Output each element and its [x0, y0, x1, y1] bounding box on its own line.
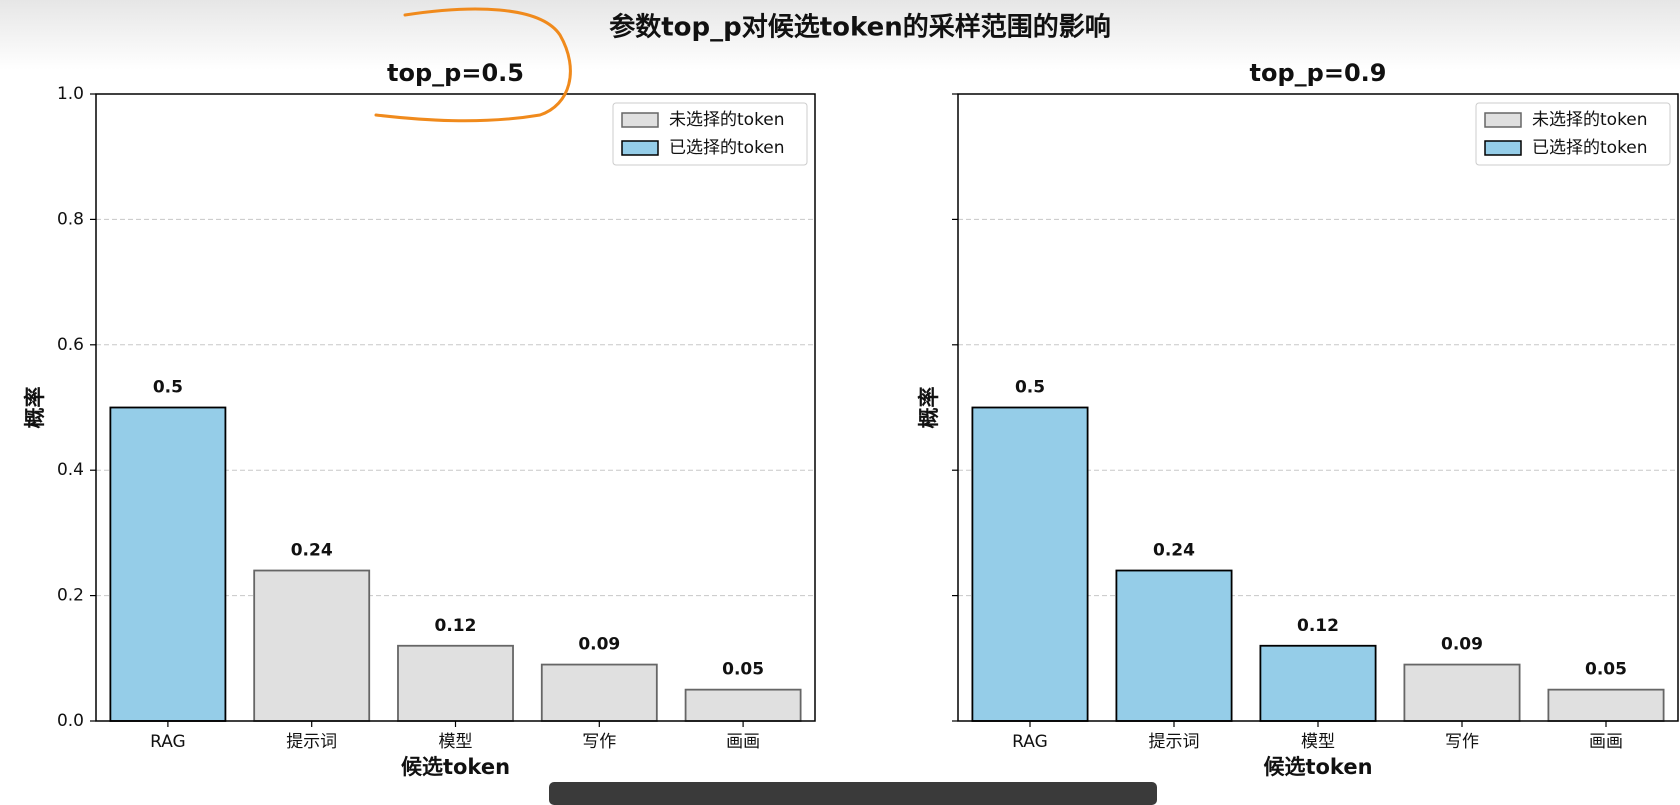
- legend-box: [612, 102, 808, 166]
- x-tick-label: 模型: [439, 732, 473, 752]
- value-label: 0.05: [722, 660, 764, 680]
- legend-label: 未选择的token: [669, 110, 785, 130]
- subplot-title: top_p=0.5: [387, 59, 524, 87]
- bar: [1403, 663, 1521, 722]
- x-tick-label: 写作: [1445, 732, 1479, 752]
- bar: [1547, 688, 1665, 722]
- y-axis-label: 概率: [23, 387, 47, 429]
- value-label: 0.12: [1297, 616, 1339, 636]
- legend-label: 已选择的token: [669, 138, 785, 158]
- subplot-title: top_p=0.9: [1250, 59, 1387, 87]
- y-tick-label: 1.0: [57, 84, 84, 104]
- y-axis-label: 概率: [917, 387, 941, 429]
- legend-swatch: [1484, 140, 1522, 156]
- x-tick-label: 画画: [1589, 732, 1623, 752]
- legend-label: 未选择的token: [1532, 110, 1648, 130]
- legend-swatch: [621, 140, 659, 156]
- bar: [1115, 569, 1233, 722]
- bar: [397, 644, 514, 722]
- x-axis-label: 候选token: [1263, 755, 1372, 779]
- value-label: 0.12: [435, 616, 477, 636]
- bar: [109, 406, 227, 722]
- x-tick-label: 模型: [1301, 732, 1335, 752]
- bar: [253, 569, 371, 722]
- value-label: 0.24: [1153, 541, 1195, 561]
- value-label: 0.5: [153, 378, 183, 398]
- value-label: 0.09: [578, 635, 620, 655]
- y-tick-label: 0.4: [57, 460, 84, 480]
- x-tick-label: RAG: [1012, 732, 1048, 752]
- bar: [1259, 644, 1377, 722]
- bar: [684, 688, 802, 722]
- y-tick-label: 0.2: [57, 586, 84, 606]
- x-tick-label: 画画: [726, 732, 760, 752]
- figure-title: 参数top_p对候选token的采样范围的影响: [609, 12, 1111, 43]
- value-label: 0.5: [1015, 378, 1045, 398]
- y-tick-label: 0.6: [57, 335, 84, 355]
- x-tick-label: 写作: [582, 732, 616, 752]
- x-tick-label: RAG: [150, 732, 186, 752]
- y-tick-label: 0.0: [57, 711, 84, 731]
- x-axis-label: 候选token: [401, 755, 510, 779]
- bar: [971, 406, 1089, 722]
- plots: 0.0 0.2 0.4 0.6 0.8 1.0 0.5 RAG 0.24 提示词 0.12 模型 0.0…: [23, 59, 1679, 779]
- legend-label: 已选择的token: [1532, 138, 1648, 158]
- legend-swatch: [1484, 112, 1522, 128]
- bottom-toolbar: [549, 782, 1157, 805]
- x-tick-label: 提示词: [1149, 732, 1200, 752]
- y-tick-label: 0.8: [57, 209, 84, 229]
- x-tick-label: 提示词: [286, 732, 337, 752]
- legend-swatch: [621, 112, 659, 128]
- hand-annotation: [374, 7, 572, 123]
- header-bg: [0, 0, 1680, 70]
- value-label: 0.05: [1585, 660, 1627, 680]
- plot-frame: [95, 93, 816, 722]
- legend-box: [1475, 102, 1671, 166]
- bar: [540, 663, 658, 722]
- value-label: 0.24: [291, 541, 333, 561]
- value-label: 0.09: [1441, 635, 1483, 655]
- plot-frame: [957, 93, 1679, 722]
